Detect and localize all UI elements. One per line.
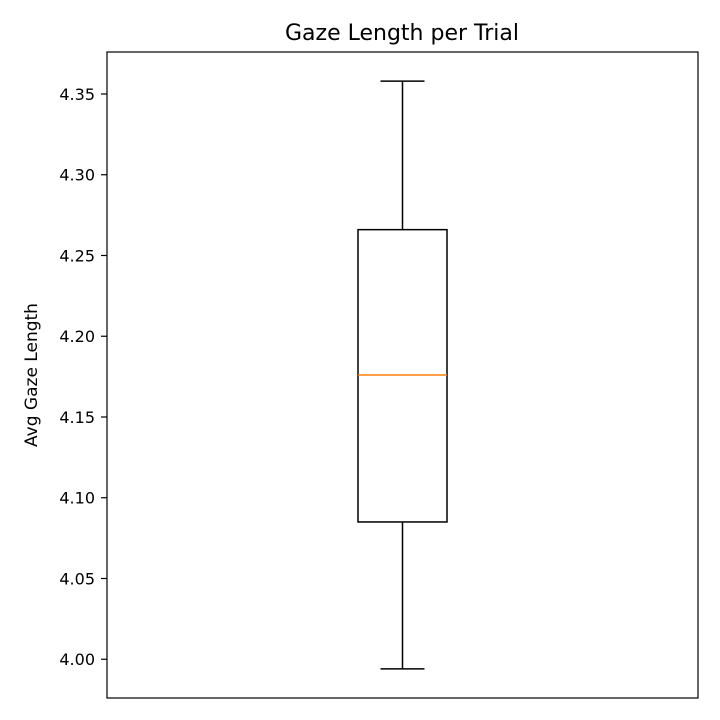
- y-tick-label: 4.15: [59, 408, 95, 427]
- plot-frame: [106, 51, 699, 699]
- y-tick-label: 4.35: [59, 85, 95, 104]
- y-axis-label: Avg Gaze Length: [22, 303, 42, 447]
- y-tick-label: 4.00: [59, 650, 95, 669]
- y-tick-label: 4.05: [59, 569, 95, 588]
- y-tick-label: 4.30: [59, 166, 95, 185]
- chart-title: Gaze Length per Trial: [285, 21, 519, 46]
- iqr-box: [357, 228, 448, 523]
- y-tick-label: 4.20: [59, 327, 95, 346]
- plot-area: 4.00 4.05 4.10 4.15 4.20 4.25 4.30 4.35: [59, 51, 699, 699]
- y-tick-label: 4.10: [59, 489, 95, 508]
- y-tick-label: 4.25: [59, 246, 95, 265]
